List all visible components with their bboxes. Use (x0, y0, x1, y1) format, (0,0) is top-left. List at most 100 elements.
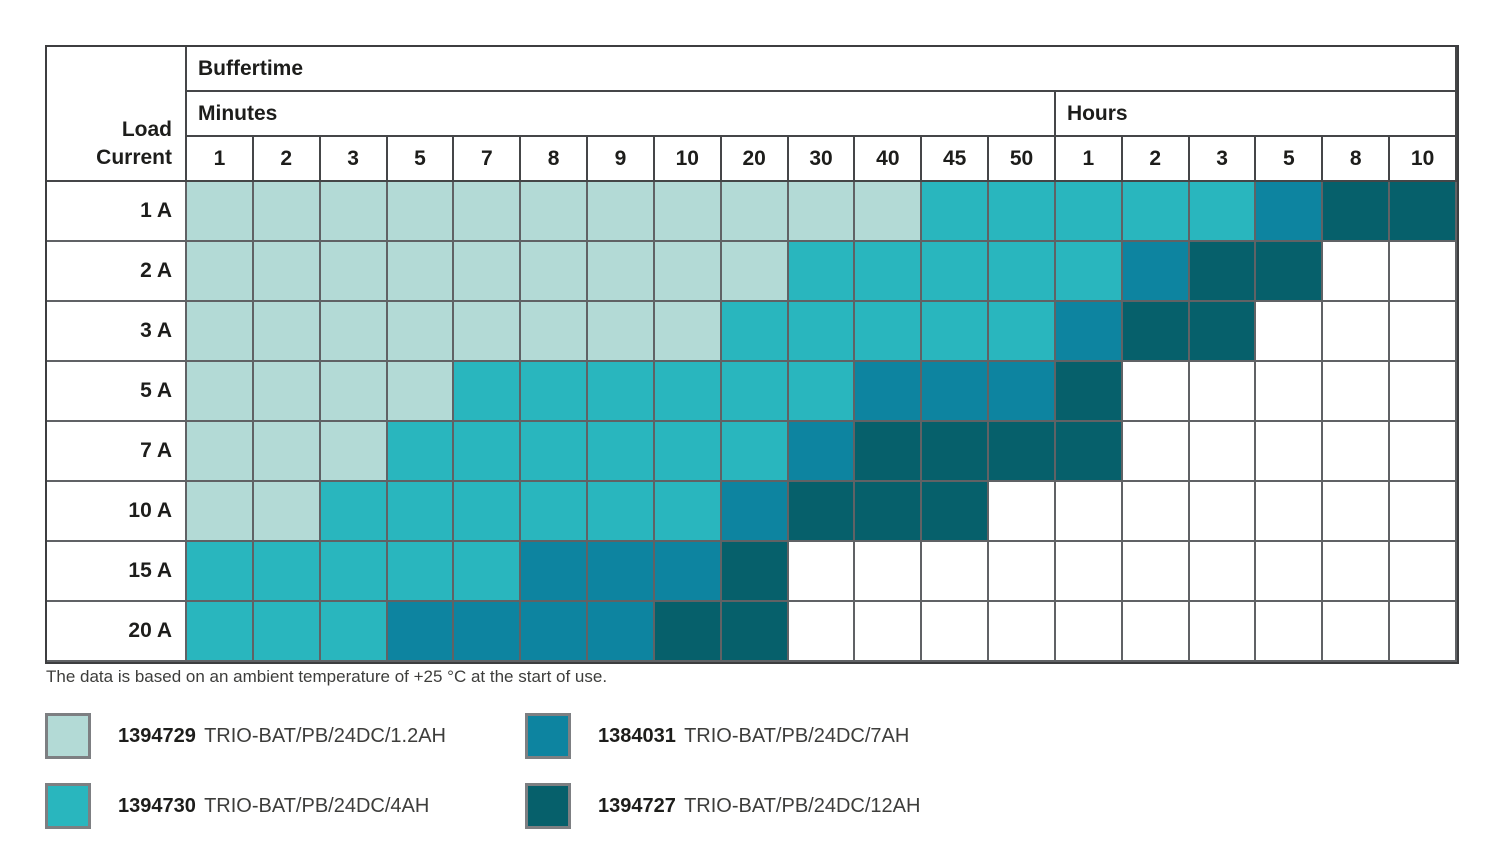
buffer-cell-empty (989, 482, 1056, 542)
legend-item-1394730: 1394730 TRIO-BAT/PB/24DC/4AH (45, 783, 525, 829)
buffer-cell-4ah (788, 242, 856, 302)
buffer-cell-12ah (855, 482, 923, 542)
buffer-cell-4ah (454, 542, 522, 602)
buffer-cell-empty (788, 602, 856, 662)
buffertime-header: Buffertime (187, 47, 1457, 92)
buffer-cell-4ah (588, 422, 655, 482)
buffer-cell-1.2ah (253, 302, 321, 362)
col-header-min-45: 45 (922, 137, 990, 182)
buffer-cell-12ah (922, 482, 990, 542)
buffer-cell-empty (1256, 362, 1324, 422)
buffer-cell-1.2ah (387, 302, 455, 362)
buffer-cell-empty (1055, 542, 1123, 602)
buffer-cell-4ah (989, 242, 1056, 302)
buffer-cell-empty (1323, 602, 1391, 662)
buffer-cell-4ah (387, 482, 455, 542)
buffer-cell-7ah (788, 422, 856, 482)
buffer-cell-1.2ah (588, 182, 655, 242)
buffer-cell-empty (1055, 482, 1123, 542)
buffer-cell-1.2ah (320, 182, 388, 242)
buffer-cell-4ah (855, 242, 923, 302)
load-current-header: Load Current (47, 47, 187, 182)
buffer-cell-empty (1122, 362, 1190, 422)
buffer-cell-4ah (922, 242, 990, 302)
buffer-cell-empty (1256, 422, 1324, 482)
buffer-cell-4ah (521, 362, 589, 422)
load-current-line1: Load (121, 118, 172, 142)
buffer-cell-1.2ah (855, 182, 923, 242)
buffer-cell-1.2ah (654, 242, 722, 302)
buffer-cell-1.2ah (187, 182, 254, 242)
col-header-min-20: 20 (721, 137, 789, 182)
legend-label-1394727: 1394727 TRIO-BAT/PB/24DC/12AH (598, 794, 921, 817)
buffer-cell-empty (1122, 602, 1190, 662)
buffer-cell-1.2ah (387, 362, 455, 422)
col-header-min-3: 3 (320, 137, 388, 182)
buffer-cell-1.2ah (588, 302, 655, 362)
buffer-cell-12ah (1256, 242, 1324, 302)
buffer-cell-7ah (521, 542, 589, 602)
buffer-cell-4ah (721, 362, 789, 422)
legend-label-1394729: 1394729 TRIO-BAT/PB/24DC/1.2AH (118, 724, 446, 747)
col-header-hr-10: 10 (1390, 137, 1457, 182)
load-current-line2: Current (96, 145, 172, 169)
buffer-cell-1.2ah (187, 482, 254, 542)
buffer-cell-1.2ah (454, 182, 522, 242)
col-header-min-1: 1 (187, 137, 254, 182)
buffer-cell-4ah (788, 362, 856, 422)
buffer-cell-7ah (588, 602, 655, 662)
row-label-2a: 2 A (47, 242, 187, 302)
buffer-cell-4ah (654, 362, 722, 422)
buffer-cell-empty (1055, 602, 1123, 662)
buffer-cell-1.2ah (253, 182, 321, 242)
buffer-cell-4ah (454, 362, 522, 422)
buffer-cell-7ah (654, 542, 722, 602)
buffer-cell-4ah (320, 482, 388, 542)
buffer-cell-1.2ah (454, 242, 522, 302)
buffer-cell-1.2ah (454, 302, 522, 362)
buffer-cell-1.2ah (320, 242, 388, 302)
buffer-cell-7ah (387, 602, 455, 662)
buffer-cell-4ah (654, 482, 722, 542)
buffer-cell-empty (1256, 542, 1324, 602)
buffer-cell-4ah (187, 542, 254, 602)
buffer-cell-4ah (922, 302, 990, 362)
buffer-cell-4ah (521, 422, 589, 482)
buffer-cell-empty (1323, 422, 1391, 482)
buffer-cell-1.2ah (521, 182, 589, 242)
buffer-cell-4ah (1189, 182, 1257, 242)
buffer-cell-7ah (588, 542, 655, 602)
buffer-cell-1.2ah (253, 482, 321, 542)
col-header-min-9: 9 (588, 137, 655, 182)
buffer-cell-4ah (989, 182, 1056, 242)
buffer-cell-12ah (855, 422, 923, 482)
col-header-min-10: 10 (654, 137, 722, 182)
buffer-cell-empty (1323, 242, 1391, 302)
buffer-cell-empty (1323, 542, 1391, 602)
buffer-cell-1.2ah (521, 302, 589, 362)
col-header-min-40: 40 (855, 137, 923, 182)
buffer-cell-4ah (320, 542, 388, 602)
buffer-cell-empty (1256, 602, 1324, 662)
buffer-cell-1.2ah (721, 242, 789, 302)
buffer-cell-empty (1122, 542, 1190, 602)
buffer-cell-7ah (454, 602, 522, 662)
buffer-cell-7ah (721, 482, 789, 542)
buffer-cell-12ah (989, 422, 1056, 482)
buffer-cell-7ah (1055, 302, 1123, 362)
col-header-min-7: 7 (454, 137, 522, 182)
buffer-cell-4ah (253, 602, 321, 662)
buffer-cell-empty (1189, 422, 1257, 482)
buffer-cell-empty (855, 542, 923, 602)
legend-swatch-4ah (45, 783, 91, 829)
buffer-cell-7ah (989, 362, 1056, 422)
row-label-1a: 1 A (47, 182, 187, 242)
buffer-cell-4ah (788, 302, 856, 362)
buffer-cell-4ah (187, 602, 254, 662)
buffer-cell-1.2ah (187, 242, 254, 302)
buffer-cell-4ah (454, 422, 522, 482)
buffer-cell-empty (1189, 482, 1257, 542)
buffer-cell-empty (1323, 302, 1391, 362)
buffer-cell-4ah (654, 422, 722, 482)
buffer-cell-empty (1256, 302, 1324, 362)
